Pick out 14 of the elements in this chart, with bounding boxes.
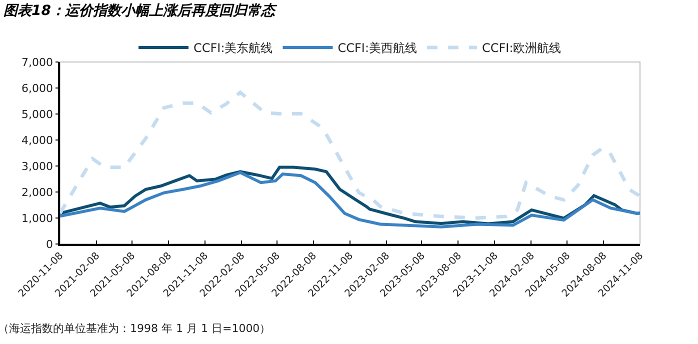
y-tick-label: 6,000 xyxy=(22,82,54,95)
legend-label: CCFI:欧洲航线 xyxy=(482,41,562,56)
y-tick-label: 0 xyxy=(46,238,54,251)
line-series xyxy=(60,90,640,220)
y-tick-label: 4,000 xyxy=(22,134,54,147)
chart-title: 图表18：运价指数小幅上涨后再度回归常态 xyxy=(3,2,278,19)
text: （海运指数的单位基准为：1998 年 1 月 1 日=1000） xyxy=(0,322,271,335)
legend-label: CCFI:美西航线 xyxy=(338,41,417,56)
y-tick-label: 3,000 xyxy=(22,160,54,173)
legend-label: CCFI:美东航线 xyxy=(194,41,273,56)
y-tick-label: 5,000 xyxy=(22,108,54,121)
y-tick-label: 1,000 xyxy=(22,212,54,225)
y-tick-label: 2,000 xyxy=(22,186,54,199)
y-tick-label: 7,000 xyxy=(22,56,54,69)
